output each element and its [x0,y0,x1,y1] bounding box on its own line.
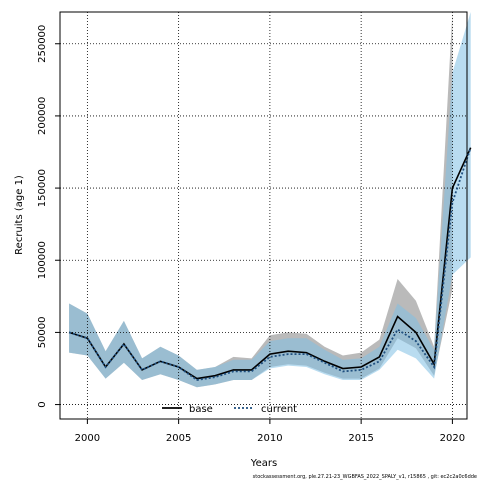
y-tick-label: 250000 [37,25,48,63]
legend: base current [162,404,297,415]
grid-lines [60,12,467,419]
x-tick-label: 2010 [257,433,282,444]
plot-frame [59,11,468,420]
y-tick-label: 0 [37,401,48,407]
x-tick-label: 2000 [75,433,100,444]
y-tick-label: 200000 [37,97,48,135]
x-tick-label: 2020 [440,433,465,444]
x-tick-label: 2015 [348,433,373,444]
legend-label-base: base [189,404,213,415]
confidence-bands [69,12,471,388]
series-lines [68,147,472,381]
band-current [69,12,471,388]
y-tick-label: 150000 [37,169,48,207]
line-base [68,147,472,380]
y-axis-title: Recruits (age 1) [14,175,25,255]
y-tick-label: 50000 [37,316,48,348]
y-tick-label: 100000 [37,241,48,279]
y-axis: 0 50000 100000 150000 200000 250000 [37,25,60,408]
x-tick-label: 2005 [166,433,191,444]
legend-label-current: current [261,404,297,415]
x-axis-title: Years [250,458,277,469]
x-axis: 2000 2005 2010 2015 2020 [75,419,465,444]
footnote: stockassessment.org, ple.27.21-23_WGBFAS… [253,474,477,480]
